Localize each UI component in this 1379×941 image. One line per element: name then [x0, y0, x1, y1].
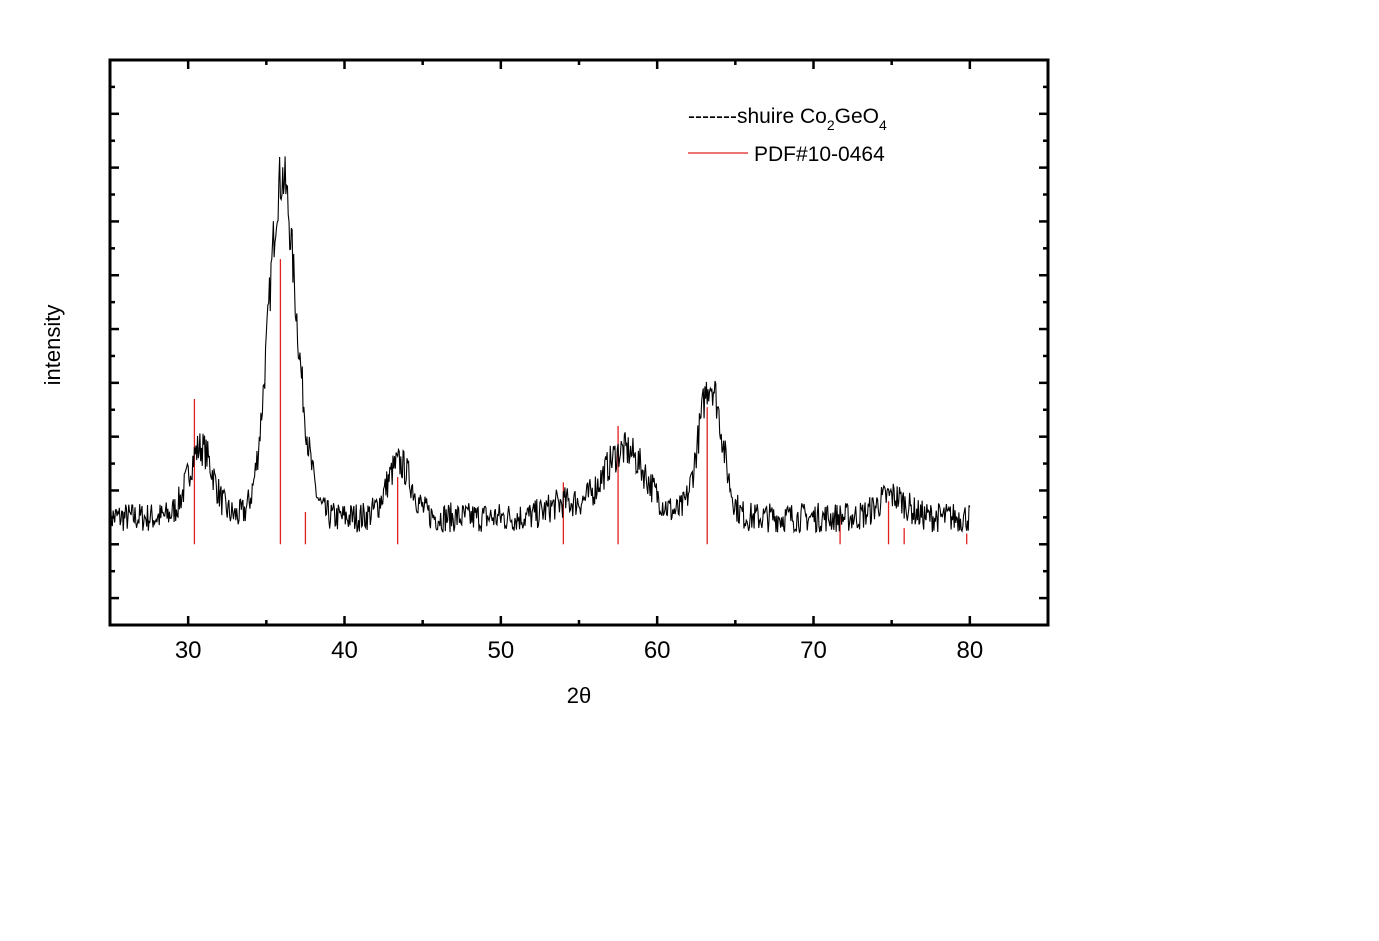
y-axis-title: intensity	[40, 305, 65, 386]
axis-ticks	[110, 60, 1048, 625]
series-line-measured	[109, 156, 971, 534]
x-tick-labels: 30 40 50 60 70 80	[175, 637, 983, 664]
legend-item-measured: -------shuire Co2GeO4	[688, 105, 887, 133]
x-tick-label: 40	[331, 637, 358, 664]
legend-measured-sub1: 2	[827, 117, 835, 133]
plot-frame	[108, 58, 1050, 627]
legend-measured-prefix: -------shuire Co	[688, 105, 827, 128]
legend: -------shuire Co2GeO4 PDF#10-0464	[688, 105, 887, 166]
x-axis-title: 2θ	[567, 683, 591, 708]
legend-measured-mid: GeO	[835, 105, 879, 128]
x-tick-label: 50	[487, 637, 514, 664]
legend-item-reference: PDF#10-0464	[754, 143, 885, 166]
x-tick-label: 80	[956, 637, 983, 664]
legend-measured-sub2: 4	[879, 117, 887, 133]
x-tick-label: 60	[644, 637, 671, 664]
x-tick-label: 70	[800, 637, 827, 664]
x-tick-label: 30	[175, 637, 202, 664]
reference-stick-pattern	[193, 259, 968, 545]
